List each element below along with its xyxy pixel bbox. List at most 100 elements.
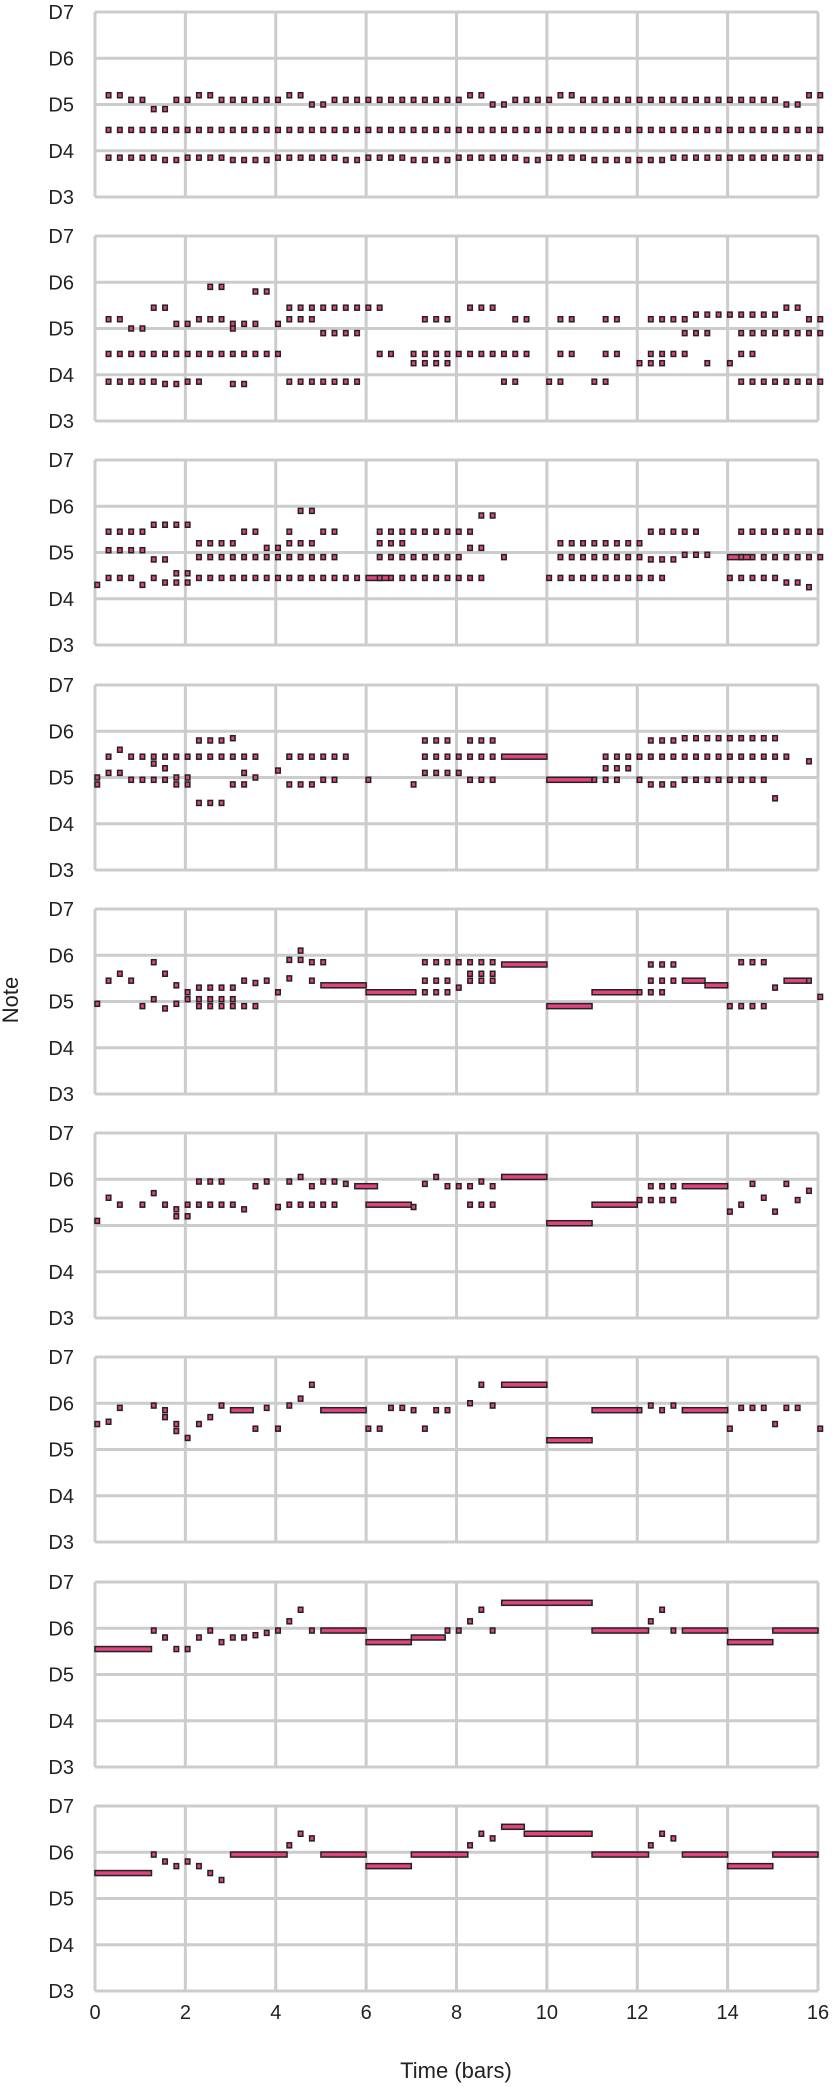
note [286,378,293,385]
note [433,1173,440,1181]
note [467,126,474,134]
note [331,753,338,760]
note [173,1420,180,1428]
note [207,1002,214,1010]
note [241,553,248,561]
note [794,378,801,385]
note [308,154,315,161]
note [195,984,202,991]
note [489,350,496,358]
note [726,359,733,367]
note [760,1194,767,1201]
note [195,995,202,1003]
note [749,734,756,742]
note [342,156,349,164]
note [772,329,779,337]
note [568,574,575,582]
note [139,1201,146,1208]
note [297,1173,304,1181]
note [659,574,666,582]
note [568,154,575,161]
note [105,154,112,161]
note [670,1627,677,1634]
note [207,154,214,161]
note [670,528,677,535]
note [241,1002,248,1010]
note [331,378,338,385]
note [421,553,428,561]
note [241,320,248,328]
x-tick-label: 2 [180,2002,191,2024]
note [738,154,745,161]
note [421,316,428,323]
note [286,304,293,311]
note [659,1406,666,1414]
note [263,156,270,164]
note [139,96,146,104]
note [647,528,654,535]
note [500,126,507,134]
y-tick-label: D5 [48,1440,74,1462]
note [376,154,383,161]
note [591,540,598,547]
note [478,970,485,977]
note [546,574,553,582]
note [681,329,688,337]
note [116,92,123,99]
note [591,156,598,164]
note [229,325,236,332]
note [184,989,191,996]
note [749,1404,756,1412]
note [760,574,767,582]
note [410,1203,417,1211]
note [229,753,236,760]
note [444,96,451,104]
note [444,316,451,323]
note [410,350,417,358]
note [602,553,609,561]
note [263,288,270,295]
note [286,1402,293,1409]
note [218,1876,225,1884]
note [376,96,383,104]
note [308,574,315,582]
note [613,350,620,358]
note [546,154,553,161]
y-tick-label: D5 [48,1216,74,1238]
note [715,154,722,161]
note [229,96,236,104]
note [365,1425,372,1432]
note [116,350,123,358]
note [286,1842,293,1849]
note [162,521,169,528]
note [636,989,643,996]
note [647,316,654,323]
note [173,521,180,528]
note [478,776,485,784]
note [297,956,304,964]
note [568,316,575,323]
note [444,958,451,966]
note [489,304,496,311]
note [738,311,745,318]
note [116,528,123,535]
note [331,528,338,535]
note [116,316,123,323]
note [749,350,756,358]
note [681,1627,729,1634]
note [704,776,711,784]
note [286,781,293,788]
y-tick-label: D7 [48,1572,74,1594]
y-tick-label: D5 [48,543,74,565]
note [726,1208,733,1215]
note [817,993,824,1001]
note [749,126,756,134]
note [557,574,564,582]
note [320,574,327,582]
note [647,574,654,582]
note [557,126,564,134]
note [772,574,779,582]
note [805,758,812,765]
note [286,92,293,99]
note [489,1402,496,1409]
